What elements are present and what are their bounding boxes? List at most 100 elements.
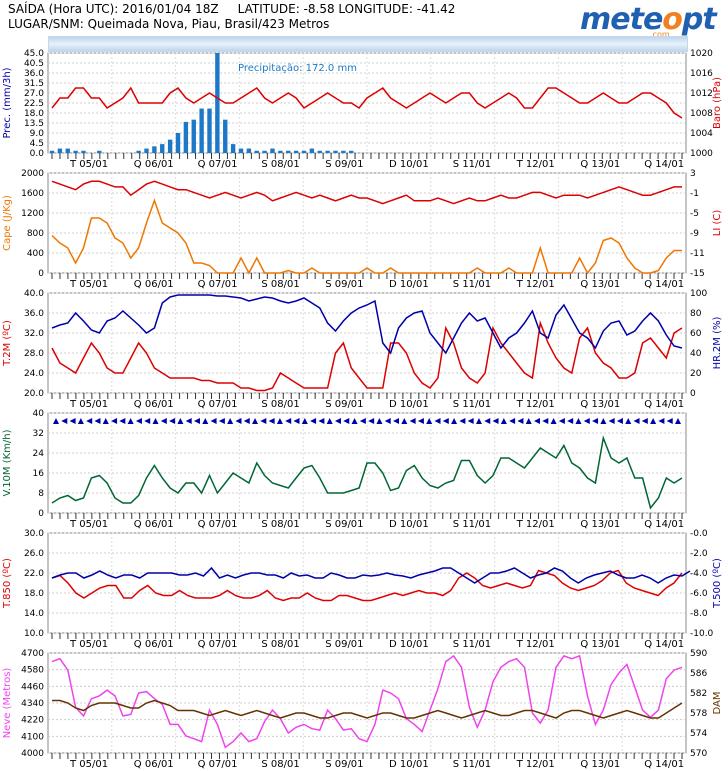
day-label: D 10/01 <box>389 279 429 290</box>
y-axis-label: T.2M (ºC) <box>2 320 13 367</box>
wind-barb-icon <box>351 418 358 424</box>
y-tick-label: 18.0 <box>24 589 44 599</box>
y-tick-label: 36.0 <box>24 69 44 79</box>
precip-bar <box>309 148 315 153</box>
y-axis-label: Neve (Metros) <box>2 668 13 739</box>
wind-barb-icon <box>393 418 400 424</box>
precip-bar <box>57 148 63 153</box>
day-label: D 10/01 <box>389 399 429 410</box>
wind-barb-icon <box>359 418 366 424</box>
precip-bar <box>246 148 252 153</box>
day-label: S 11/01 <box>453 399 491 410</box>
y-right-axis-label: LI (C) <box>712 210 723 237</box>
logo-text-dot: o <box>662 2 683 37</box>
logo-text-b: pt <box>681 2 717 37</box>
day-label: S 09/01 <box>325 519 363 530</box>
day-label: S 08/01 <box>261 519 299 530</box>
wind-barb-icon <box>434 418 441 424</box>
day-label: T 05/01 <box>69 159 108 170</box>
day-label: Q 13/01 <box>580 759 620 770</box>
day-label: Q 06/01 <box>134 639 174 650</box>
y-tick-label: 20.0 <box>24 389 44 399</box>
y-right-tick-label: -8.0 <box>690 609 708 619</box>
y-right-tick-label: -1 <box>690 189 699 199</box>
y-tick-label: 4700 <box>21 649 44 659</box>
wind-barb-icon <box>442 418 449 424</box>
precip-bar <box>199 108 204 153</box>
wind-barb-icon <box>426 418 433 424</box>
wind-barb-icon <box>152 418 159 424</box>
wind-barb-icon <box>334 418 341 424</box>
precip-bar <box>293 150 299 153</box>
wind-barb-icon <box>169 418 176 424</box>
y-right-tick-label: -2.0 <box>690 549 708 559</box>
y-right-tick-label: 1008 <box>690 109 713 119</box>
y-right-tick-label: -9 <box>690 229 699 239</box>
wind-barb-icon <box>592 418 599 424</box>
wind-barb-icon <box>227 418 234 424</box>
day-label: T 05/01 <box>69 279 108 290</box>
precip-bar <box>207 108 212 153</box>
wind-barb-icon <box>243 418 250 424</box>
wind-barb-icon <box>144 418 151 424</box>
day-label: Q 13/01 <box>580 399 620 410</box>
precip-bar <box>238 148 244 153</box>
y-right-tick-label: 1004 <box>690 129 713 139</box>
run-info: SAÍDA (Hora UTC): 2016/01/04 18Z LATITUD… <box>8 2 456 16</box>
y-right-tick-label: -6.0 <box>690 589 708 599</box>
wind-barb-icon <box>409 418 416 424</box>
logo-subtext: .com <box>650 30 670 39</box>
y-axis-label: V.10M (Km/h) <box>2 429 13 496</box>
y-tick-label: 13.5 <box>24 119 44 129</box>
precip-bar <box>333 150 338 153</box>
y-tick-label: 27.0 <box>24 89 44 99</box>
series-line-t-500 <box>51 566 691 584</box>
day-label: Q 06/01 <box>134 279 174 290</box>
y-right-tick-label: -5 <box>690 209 699 219</box>
wind-barb-icon <box>658 418 665 424</box>
y-tick-label: 800 <box>27 229 44 239</box>
day-label: D 10/01 <box>389 519 429 530</box>
wind-barb-icon <box>210 418 217 424</box>
y-right-tick-label: 40 <box>690 349 702 359</box>
precip-bar <box>341 150 346 153</box>
wind-barb-icon <box>417 418 424 424</box>
wind-barb-icon <box>260 418 267 424</box>
y-right-tick-label: 586 <box>690 669 707 679</box>
y-tick-label: 4220 <box>21 716 44 726</box>
y-right-axis-label: T.500 (ºC) <box>712 558 723 609</box>
wind-barb-icon <box>451 418 458 424</box>
wind-barb-icon <box>127 418 134 424</box>
precip-bar <box>97 150 102 153</box>
day-label: Q 14/01 <box>644 279 684 290</box>
wind-barb-icon <box>666 418 673 424</box>
wind-barb-icon <box>69 418 76 424</box>
y-axis-label: Cape (J/Kg) <box>2 195 13 251</box>
precip-bar <box>278 150 283 153</box>
precip-bar <box>49 150 55 153</box>
y-tick-label: 40.5 <box>24 59 44 69</box>
day-label: T 12/01 <box>516 639 555 650</box>
wind-barb-icon <box>326 418 333 424</box>
y-right-tick-label: 1016 <box>690 69 713 79</box>
y-tick-label: 1600 <box>21 189 44 199</box>
day-label: Q 14/01 <box>644 519 684 530</box>
day-label: S 11/01 <box>453 159 491 170</box>
day-label: Q 14/01 <box>644 159 684 170</box>
day-label: S 08/01 <box>261 159 299 170</box>
y-right-tick-label: -0.0 <box>690 529 708 539</box>
wind-barb-icon <box>492 418 499 424</box>
day-label: Q 14/01 <box>644 759 684 770</box>
y-tick-label: 0 <box>38 269 44 279</box>
meteopt-logo[interactable]: meteopt <box>580 2 717 37</box>
day-label: D 10/01 <box>389 759 429 770</box>
day-label: Q 13/01 <box>580 519 620 530</box>
y-tick-label: 4000 <box>21 749 44 759</box>
day-label: Q 07/01 <box>198 279 238 290</box>
precip-total-annotation: Precipitação: 172.0 mm <box>238 63 357 74</box>
day-label: S 08/01 <box>261 279 299 290</box>
location-info: LUGAR/SNM: Queimada Nova, Piau, Brasil/4… <box>8 17 330 31</box>
precip-bar <box>73 150 78 153</box>
series-line-dam <box>52 699 683 719</box>
series-line-hr-2m <box>51 294 683 355</box>
